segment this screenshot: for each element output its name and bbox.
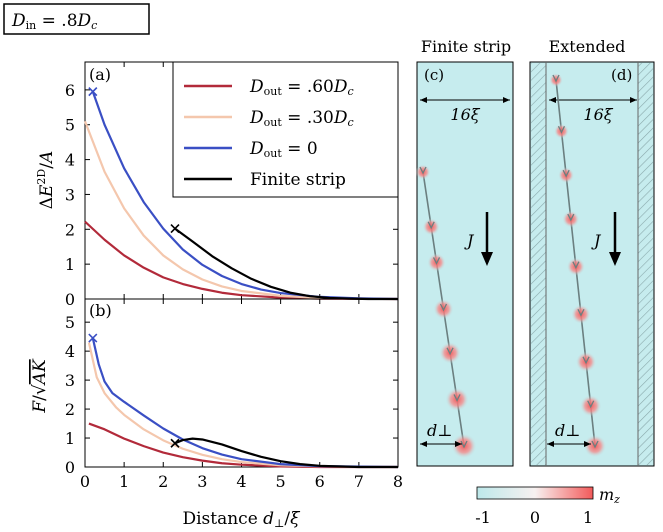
series-line-d-out-60d-c — [84, 220, 399, 301]
strip-d-right-hatch — [638, 63, 653, 465]
trajectory-arrowhead — [591, 440, 599, 449]
strip-d-width-arrow — [549, 97, 637, 103]
legend-entry: Dout = .30Dc — [249, 108, 354, 129]
colorbar-tick-label: 0 — [530, 508, 540, 527]
y-tick-label: 0 — [65, 458, 75, 477]
x-tick-label: 4 — [236, 472, 246, 491]
strip-d-width-label: 16ξ — [583, 105, 613, 124]
y-tick-label: 5 — [65, 313, 75, 332]
legend-entry: Dout = .60Dc — [249, 77, 354, 98]
trajectory-arrowhead — [557, 125, 566, 134]
panel-a-ticks: 0 1 2 3 4 5 6 — [65, 62, 399, 309]
strip-c-width-label: 16ξ — [450, 105, 480, 124]
legend-entry: Dout = 0 — [249, 139, 318, 160]
y-tick-label: 0 — [65, 290, 75, 309]
x-tick-label: 0 — [80, 472, 90, 491]
panel-a-markers — [88, 87, 180, 234]
legend: Dout = .60Dc Dout = .30Dc Dout = 0 Finite s… — [172, 61, 399, 198]
y-tick-label: 2 — [65, 220, 75, 239]
trajectory-arrowhead — [432, 257, 441, 265]
x-tick-label: 8 — [393, 472, 403, 491]
colorbar-tick-label: -1 — [475, 508, 491, 527]
strip-d-offset-arrow — [547, 441, 591, 447]
y-tick-label: 4 — [65, 151, 75, 170]
trajectory-arrowhead — [453, 394, 461, 402]
panel-b-markers — [88, 333, 180, 448]
x-tick-label: 1 — [119, 472, 129, 491]
y-tick-label: 3 — [65, 371, 75, 390]
strip-d-title: Extended — [549, 37, 626, 56]
strip-d-left-hatch — [531, 63, 546, 465]
x-tick-label: 6 — [315, 472, 325, 491]
x-tick-label: 7 — [354, 472, 364, 491]
x-tick-label: 3 — [197, 472, 207, 491]
trajectory-arrowhead — [427, 221, 435, 230]
y-tick-label: 4 — [65, 342, 75, 361]
series-line-d-out-30d-c — [83, 120, 399, 301]
y-tick-label: 3 — [65, 185, 75, 204]
header-label: Din = .8Dc — [11, 11, 97, 32]
x-tick-label: 2 — [158, 472, 168, 491]
panel-b-ylabel: F/√AK — [30, 358, 50, 414]
x-axis-label: Distance d⊥/ξ — [182, 509, 301, 530]
series-line-d-out-0 — [91, 337, 399, 469]
y-tick-label: 2 — [65, 400, 75, 419]
cross-marker — [170, 438, 180, 448]
trajectory-arrowhead — [567, 213, 575, 222]
strip-d-extended: Extended (d) 16ξ J d⊥ — [529, 37, 655, 467]
trajectory-arrowhead — [439, 303, 448, 312]
trajectory-arrowhead — [446, 347, 454, 356]
strip-d-offset-label: d⊥ — [555, 421, 580, 440]
strip-c-offset-arrow — [420, 441, 462, 447]
colorbar-gradient — [476, 486, 594, 500]
panel-b-series — [87, 337, 399, 469]
panel-b-label: (b) — [89, 301, 112, 320]
y-tick-label: 6 — [65, 81, 75, 100]
panel-b-force-plot: 0 1 2 3 4 5 0 1 2 3 4 5 6 7 8 (b) F/√AK — [30, 298, 403, 491]
panel-a-label: (a) — [89, 65, 111, 84]
trajectory-arrowhead — [582, 356, 590, 365]
trajectory-arrowhead — [587, 400, 595, 409]
trajectory-arrowhead — [577, 308, 585, 317]
series-line-finite-strip — [174, 437, 398, 469]
strip-c-title: Finite strip — [421, 37, 511, 56]
colorbar-tick-label: 1 — [583, 508, 593, 527]
y-tick-label: 1 — [65, 255, 75, 274]
strip-c-current-label: J — [464, 231, 475, 250]
trajectory-arrowhead — [460, 440, 468, 449]
panel-a-energy-plot: 0 1 2 3 4 5 6 (a) ΔE2D/A Dout = .60Dc Dout = .3… — [35, 61, 399, 309]
legend-box — [172, 61, 399, 198]
cross-marker — [88, 333, 98, 343]
panel-b-ticks: 0 1 2 3 4 5 0 1 2 3 4 5 6 7 8 — [65, 299, 403, 491]
strip-d-current-arrow — [609, 212, 621, 266]
panel-a-ylabel: ΔE2D/A — [35, 151, 57, 210]
header-box: Din = .8Dc — [3, 3, 150, 35]
trajectory-arrowhead — [552, 74, 560, 83]
y-tick-label: 5 — [65, 116, 75, 135]
x-tick-label: 5 — [276, 472, 286, 491]
colorbar-ticks: -1 0 1 — [475, 508, 593, 527]
strip-d-skyrmions — [549, 73, 607, 458]
strip-d-current-label: J — [591, 231, 602, 250]
trajectory-arrowhead — [572, 261, 580, 270]
cross-marker — [88, 87, 98, 97]
strip-d-panel-label: (d) — [611, 66, 632, 84]
strip-c-current-arrow — [481, 212, 493, 266]
colorbar: mz -1 0 1 — [475, 485, 620, 527]
legend-entry: Finite strip — [250, 170, 346, 190]
strip-c-offset-label: d⊥ — [427, 421, 452, 440]
strip-c-skyrmions — [415, 164, 477, 459]
y-tick-label: 1 — [65, 429, 75, 448]
trajectory-arrowhead — [562, 169, 570, 178]
colorbar-label: mz — [599, 485, 620, 506]
strip-c-width-arrow — [420, 97, 510, 103]
strip-c-panel-label: (c) — [424, 66, 444, 84]
series-line-finite-strip — [174, 227, 398, 301]
series-line-d-out-30d-c — [87, 342, 399, 469]
cross-marker — [170, 224, 180, 234]
strip-c-finite: Finite strip (c) 16ξ J d⊥ — [415, 37, 514, 467]
trajectory-arrowhead — [419, 166, 427, 175]
